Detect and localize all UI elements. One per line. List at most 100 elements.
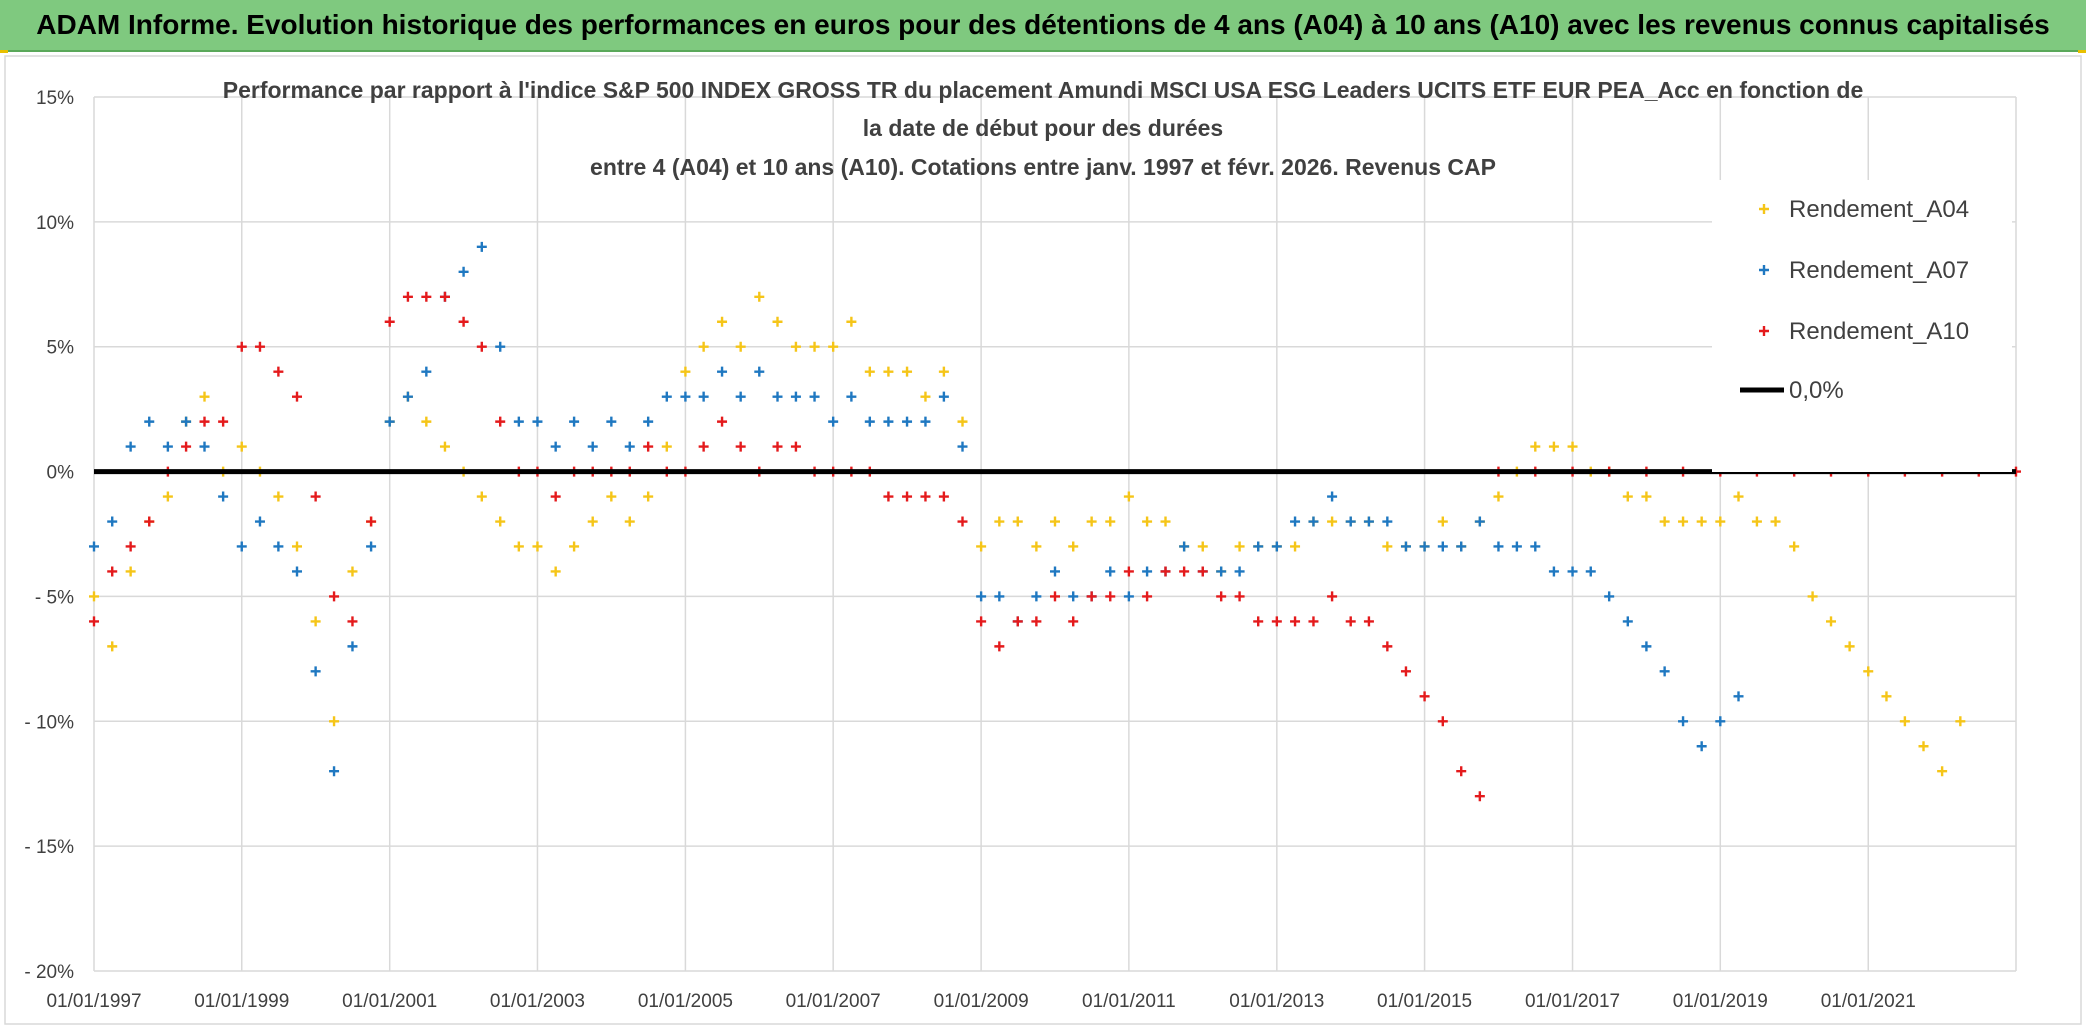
data-point — [89, 616, 99, 627]
data-point — [199, 416, 210, 427]
data-point — [735, 341, 746, 352]
y-tick-label: 10% — [36, 213, 74, 234]
legend-marker — [1759, 265, 1769, 275]
data-point — [347, 566, 358, 577]
data-point — [1604, 591, 1615, 602]
data-point — [864, 416, 875, 427]
data-point — [809, 391, 820, 402]
x-tick-label: 01/01/2001 — [342, 991, 437, 1012]
chart-title-line: entre 4 (A04) et 10 ans (A10). Cotations… — [590, 154, 1496, 180]
data-point — [1622, 616, 1633, 627]
data-point — [550, 491, 561, 502]
data-point — [1216, 566, 1227, 577]
data-point — [1327, 591, 1338, 602]
data-point — [976, 616, 987, 627]
data-point — [772, 316, 783, 327]
chart-title: Performance par rapport à l'indice S&P 5… — [223, 77, 1864, 180]
legend-marker — [1759, 204, 1769, 214]
data-point — [1197, 566, 1208, 577]
data-point — [606, 416, 617, 427]
data-point — [1068, 616, 1079, 627]
data-point — [458, 266, 469, 277]
data-point — [1031, 541, 1042, 552]
data-point — [273, 541, 284, 552]
chart-title-line: la date de début pour des durées — [863, 115, 1223, 141]
legend-label: 0,0% — [1789, 377, 1844, 404]
data-point — [1308, 616, 1319, 627]
data-point — [1086, 516, 1097, 527]
data-point — [957, 416, 968, 427]
data-point — [402, 391, 413, 402]
data-point — [1863, 666, 1874, 677]
data-point — [661, 441, 672, 452]
data-point — [1696, 741, 1707, 752]
data-point — [1123, 591, 1134, 602]
legend-marker — [1759, 326, 1769, 336]
data-point — [89, 541, 99, 552]
chart-title-line: Performance par rapport à l'indice S&P 5… — [223, 77, 1864, 103]
data-point — [366, 541, 377, 552]
data-point — [1567, 566, 1578, 577]
y-tick-label: - 5% — [35, 587, 74, 608]
x-tick-label: 01/01/2007 — [786, 991, 881, 1012]
data-point — [1345, 516, 1356, 527]
data-point — [1234, 566, 1245, 577]
data-point — [790, 341, 801, 352]
data-point — [1012, 516, 1023, 527]
data-point — [587, 441, 598, 452]
data-point — [1826, 616, 1837, 627]
data-point — [1031, 616, 1042, 627]
data-point — [1363, 516, 1374, 527]
data-point — [698, 341, 709, 352]
data-point — [125, 566, 136, 577]
x-tick-label: 01/01/1997 — [46, 991, 141, 1012]
data-point — [107, 566, 118, 577]
data-point — [1955, 716, 1966, 727]
chart-points — [89, 241, 2021, 802]
y-tick-label: 5% — [47, 338, 75, 359]
data-point — [698, 391, 709, 402]
data-point — [476, 491, 487, 502]
data-point — [643, 491, 654, 502]
y-axis-ticks: 15% 10% 5% 0% - 5% - 10% - 15% - 20% — [24, 88, 74, 983]
data-point — [1142, 591, 1153, 602]
data-point — [828, 416, 839, 427]
data-point — [1715, 716, 1726, 727]
data-point — [292, 566, 303, 577]
data-point — [698, 441, 709, 452]
data-point — [809, 341, 820, 352]
data-point — [624, 516, 635, 527]
data-point — [144, 416, 155, 427]
data-point — [439, 441, 450, 452]
data-point — [1290, 541, 1301, 552]
data-point — [1493, 491, 1504, 502]
data-point — [790, 441, 801, 452]
data-point — [1474, 791, 1485, 802]
x-tick-label: 01/01/2015 — [1377, 991, 1472, 1012]
data-point — [772, 391, 783, 402]
data-point — [994, 641, 1005, 652]
data-point — [236, 341, 247, 352]
data-point — [329, 716, 340, 727]
data-point — [772, 441, 783, 452]
data-point — [218, 491, 229, 502]
banner-corner-left — [0, 50, 8, 53]
data-point — [218, 416, 229, 427]
data-point — [606, 491, 617, 502]
data-point — [1105, 566, 1116, 577]
data-point — [162, 491, 173, 502]
y-tick-label: - 15% — [24, 837, 74, 858]
data-point — [1271, 616, 1282, 627]
data-point — [495, 341, 506, 352]
data-point — [292, 541, 303, 552]
data-point — [1290, 616, 1301, 627]
data-point — [1548, 566, 1559, 577]
data-point — [883, 366, 894, 377]
data-point — [883, 491, 894, 502]
data-point — [1844, 641, 1855, 652]
data-point — [569, 416, 580, 427]
data-point — [347, 616, 358, 627]
data-point — [347, 641, 358, 652]
data-point — [976, 591, 987, 602]
data-point — [513, 416, 524, 427]
